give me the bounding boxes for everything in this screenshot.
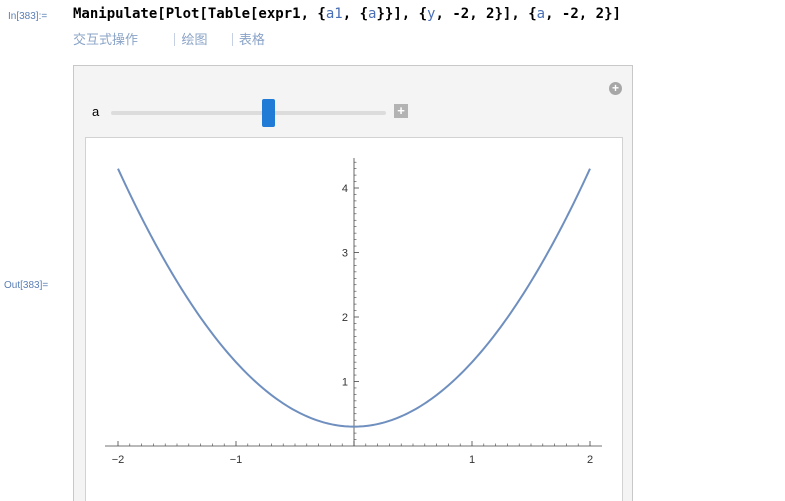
code-mid2: }}], {: [376, 6, 428, 22]
slider-expand-plus-icon[interactable]: +: [394, 104, 408, 118]
code-var-a-outer: a: [536, 6, 546, 22]
suggestion-table[interactable]: 表格: [238, 33, 265, 48]
x-tick-label: 2: [587, 454, 593, 466]
suggestion-separator: [231, 33, 233, 46]
code-var-a1: a1: [325, 6, 343, 22]
code-mid3: , -2, 2}], {: [435, 6, 537, 22]
y-tick-label: 2: [342, 312, 348, 324]
x-tick-label: 1: [469, 454, 475, 466]
output-cell-label: Out[383]=: [4, 280, 49, 291]
x-tick-label: −2: [112, 454, 125, 466]
slider-track[interactable]: [111, 111, 386, 115]
suggestions-bar: 交互式操作 绘图 表格: [73, 29, 265, 48]
y-tick-label: 4: [342, 183, 348, 195]
code-func: Manipulate[Plot[Table[expr1, {: [73, 6, 326, 22]
code-var-y: y: [427, 6, 436, 22]
input-code-line[interactable]: Manipulate[Plot[Table[expr1, {a1, {a}}],…: [73, 6, 621, 22]
input-cell-label: In[383]:=: [8, 11, 48, 22]
suggestion-plot[interactable]: 绘图: [181, 33, 208, 48]
suggestion-interactive[interactable]: 交互式操作: [73, 33, 139, 48]
code-var-a-inner: a: [368, 6, 377, 22]
code-end: , -2, 2}]: [545, 6, 621, 22]
slider-thumb[interactable]: [261, 99, 275, 127]
options-plus-icon[interactable]: +: [609, 82, 622, 95]
suggestion-separator: [174, 33, 176, 46]
curve-series: [117, 168, 591, 428]
y-tick-label: 3: [342, 248, 348, 260]
y-tick-label: 1: [342, 377, 348, 389]
x-tick-label: −1: [230, 454, 243, 466]
control-label-a: a: [92, 104, 100, 119]
code-mid1: , {: [342, 6, 369, 22]
